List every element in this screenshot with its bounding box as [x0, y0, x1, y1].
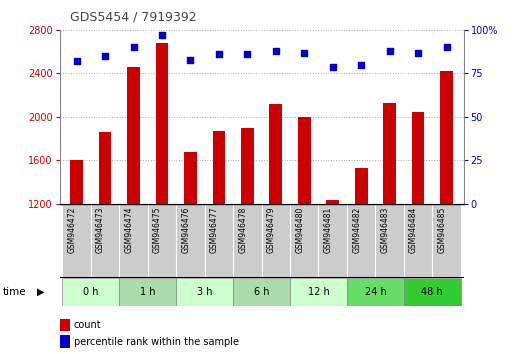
Bar: [404, 204, 433, 278]
Text: GSM946485: GSM946485: [438, 206, 447, 253]
Text: GSM946474: GSM946474: [124, 206, 134, 253]
Bar: [212, 131, 225, 334]
Bar: [326, 200, 339, 334]
Bar: [347, 204, 376, 278]
Text: 6 h: 6 h: [254, 287, 269, 297]
Text: 0 h: 0 h: [83, 287, 98, 297]
Point: [130, 45, 138, 50]
Text: GSM946472: GSM946472: [68, 206, 77, 253]
Bar: [233, 204, 262, 278]
Bar: [119, 204, 148, 278]
Bar: [60, 335, 69, 348]
Point: [186, 57, 195, 62]
Point: [414, 50, 422, 56]
Text: 48 h: 48 h: [422, 287, 443, 297]
Bar: [62, 279, 119, 306]
Point: [101, 53, 109, 59]
Bar: [148, 204, 176, 278]
Text: 24 h: 24 h: [365, 287, 386, 297]
Bar: [433, 204, 461, 278]
Point: [243, 52, 252, 57]
Bar: [290, 279, 347, 306]
Bar: [290, 204, 319, 278]
Bar: [60, 319, 69, 331]
Bar: [184, 152, 197, 334]
Bar: [347, 279, 404, 306]
Bar: [176, 204, 205, 278]
Text: GSM946476: GSM946476: [181, 206, 191, 253]
Bar: [205, 204, 233, 278]
Text: GDS5454 / 7919392: GDS5454 / 7919392: [70, 11, 196, 24]
Text: ▶: ▶: [37, 287, 44, 297]
Point: [215, 52, 223, 57]
Text: percentile rank within the sample: percentile rank within the sample: [74, 337, 239, 347]
Point: [300, 50, 308, 56]
Bar: [155, 43, 168, 334]
Bar: [319, 204, 347, 278]
Text: GSM946483: GSM946483: [381, 206, 390, 253]
Bar: [119, 279, 176, 306]
Point: [442, 45, 451, 50]
Text: 12 h: 12 h: [308, 287, 329, 297]
Bar: [412, 113, 424, 334]
Text: GSM946484: GSM946484: [409, 206, 418, 253]
Bar: [262, 204, 290, 278]
Text: GSM946473: GSM946473: [96, 206, 105, 253]
Bar: [383, 103, 396, 334]
Bar: [91, 204, 119, 278]
Bar: [241, 128, 254, 334]
Text: count: count: [74, 320, 102, 330]
Point: [328, 64, 337, 69]
Point: [385, 48, 394, 54]
Text: GSM946481: GSM946481: [324, 206, 333, 253]
Point: [158, 33, 166, 38]
Bar: [99, 132, 111, 334]
Text: GSM946480: GSM946480: [295, 206, 304, 253]
Point: [271, 48, 280, 54]
Bar: [233, 279, 290, 306]
Text: GSM946479: GSM946479: [267, 206, 276, 253]
Bar: [269, 104, 282, 334]
Text: GSM946475: GSM946475: [153, 206, 162, 253]
Point: [73, 58, 81, 64]
Bar: [70, 160, 83, 334]
Bar: [404, 279, 461, 306]
Bar: [176, 279, 233, 306]
Bar: [355, 168, 368, 334]
Text: GSM946477: GSM946477: [210, 206, 219, 253]
Bar: [298, 117, 311, 334]
Text: time: time: [3, 287, 26, 297]
Text: GSM946482: GSM946482: [352, 206, 361, 253]
Text: 1 h: 1 h: [140, 287, 155, 297]
Bar: [440, 71, 453, 334]
Bar: [376, 204, 404, 278]
Bar: [127, 67, 140, 334]
Text: GSM946478: GSM946478: [238, 206, 248, 253]
Point: [357, 62, 365, 68]
Bar: [62, 204, 91, 278]
Text: 3 h: 3 h: [197, 287, 212, 297]
